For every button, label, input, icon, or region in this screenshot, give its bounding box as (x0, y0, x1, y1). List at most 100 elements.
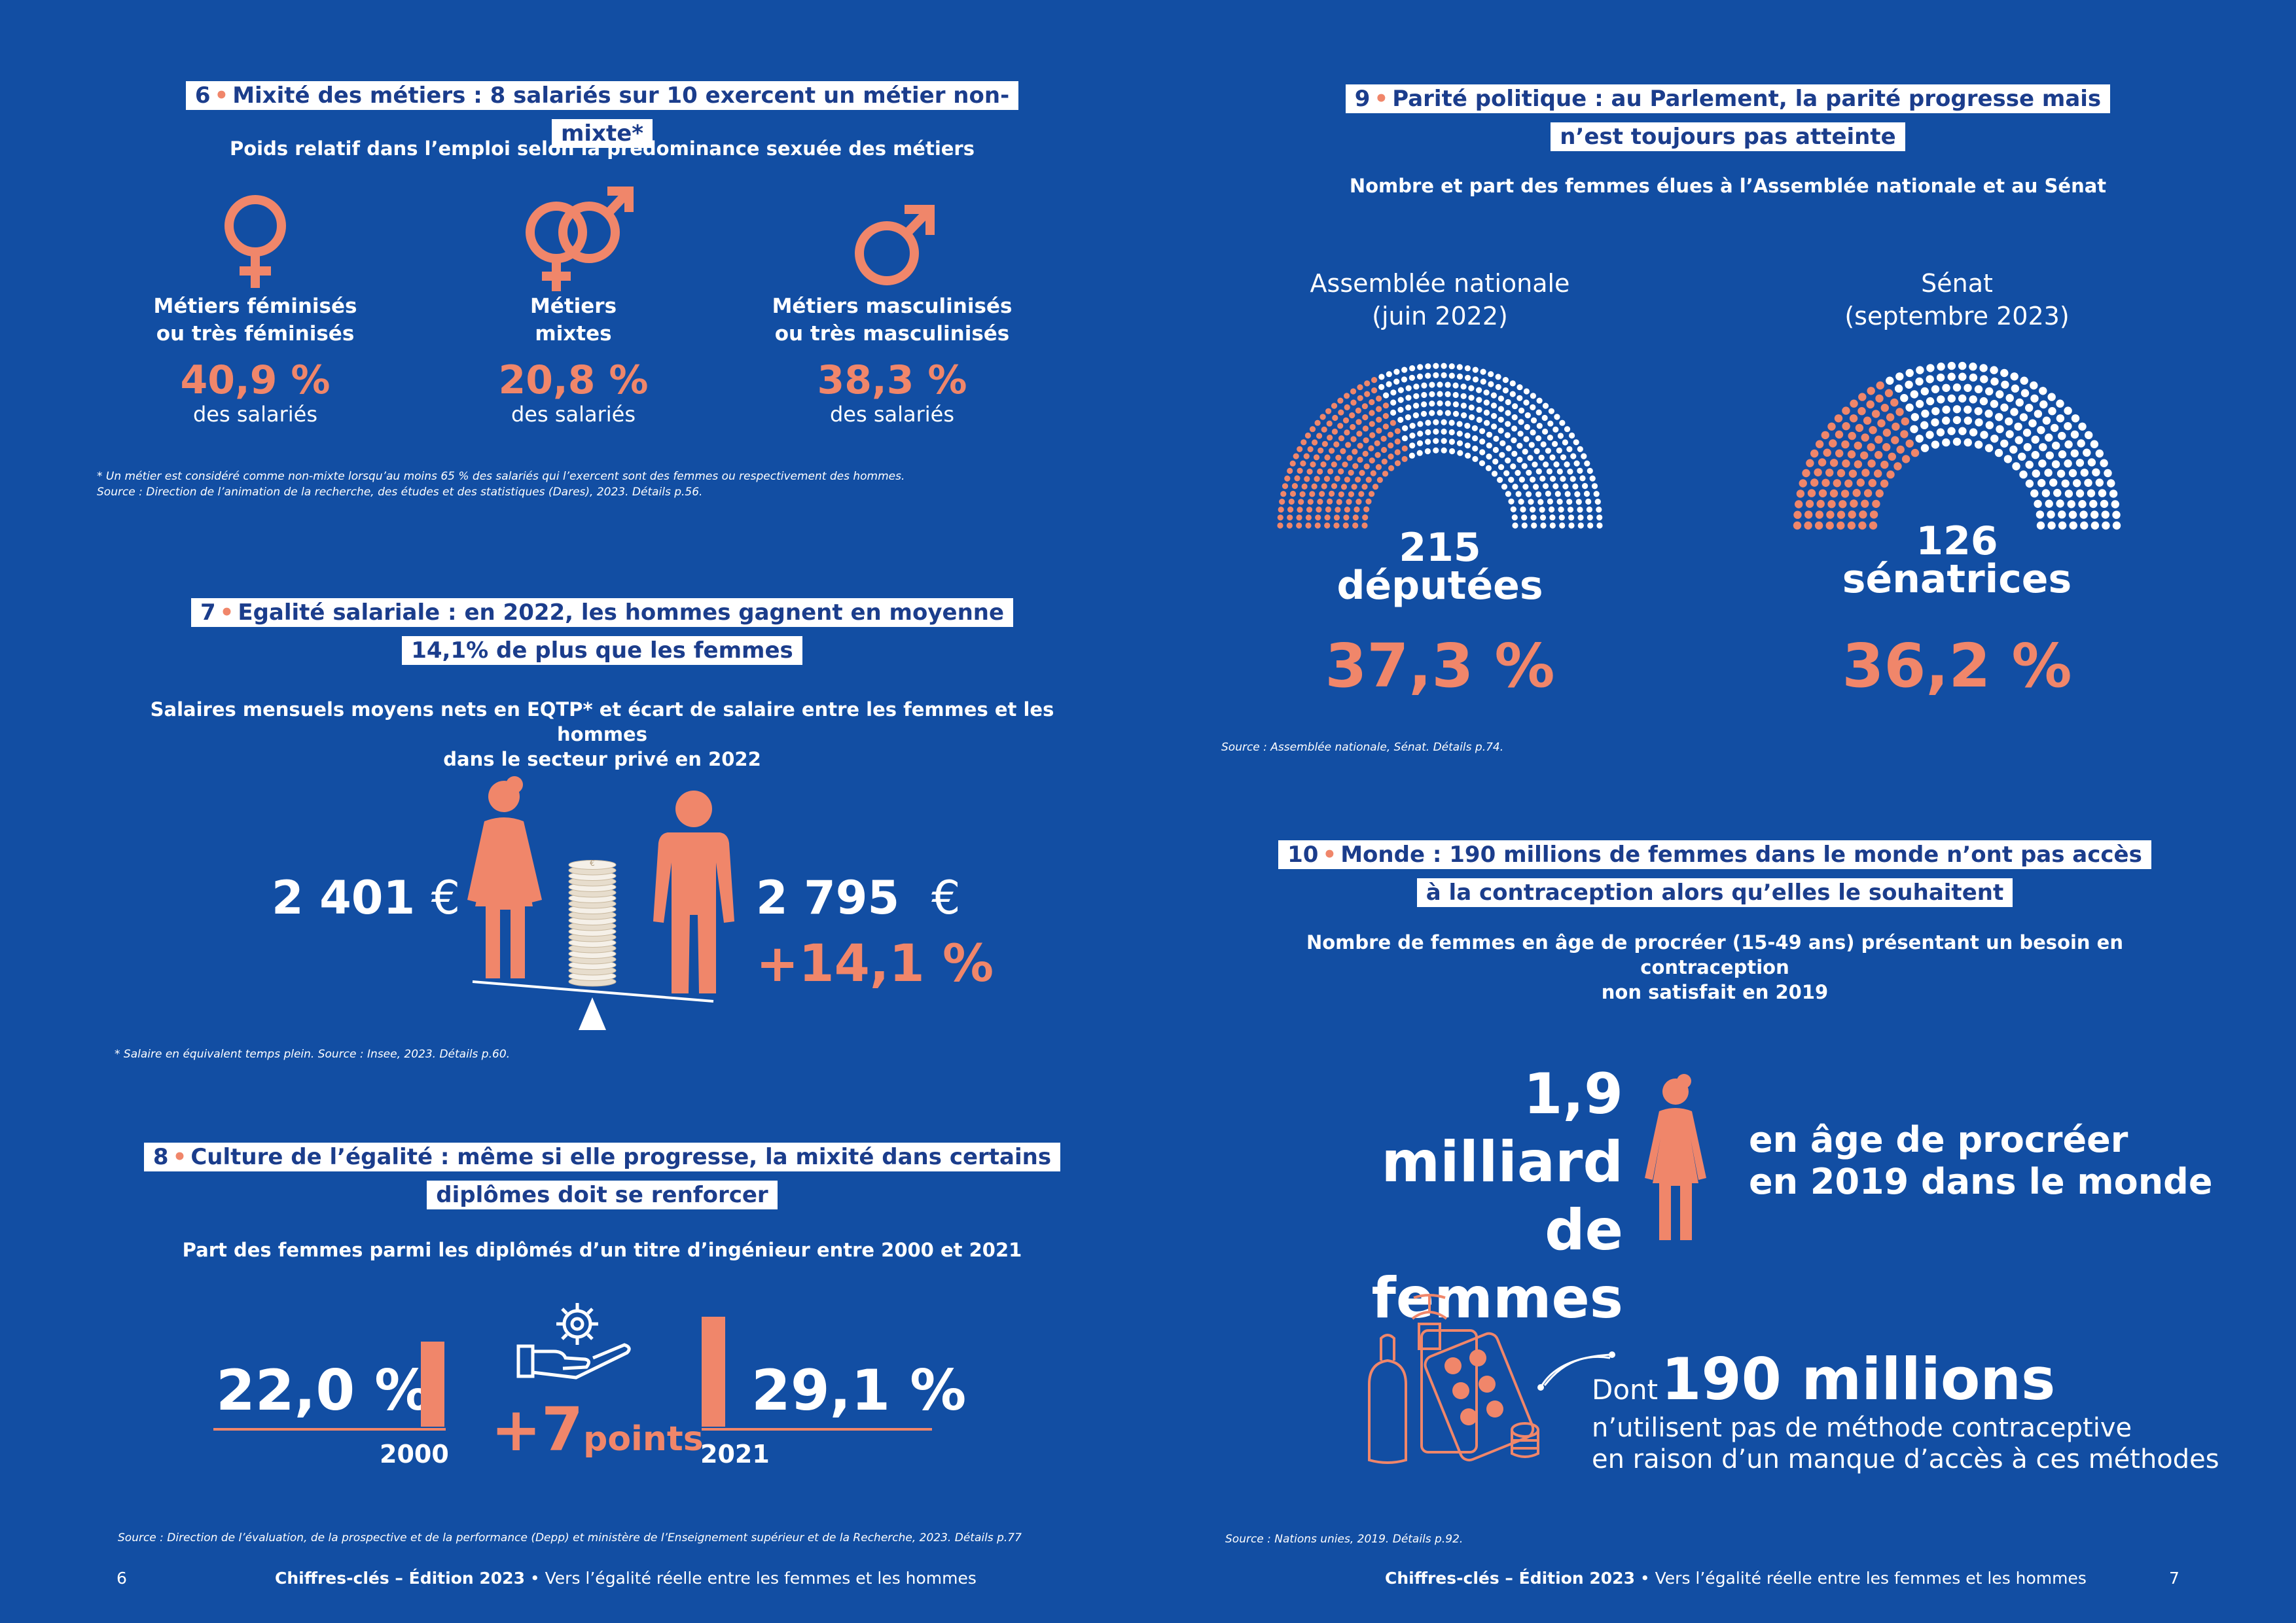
seat-other (1483, 389, 1490, 396)
seat-other (1579, 475, 1586, 482)
seat-other (1521, 514, 1528, 521)
seat-woman (1310, 461, 1316, 468)
seat-other (1530, 404, 1536, 410)
seat-other (1424, 448, 1431, 455)
seat-other (1456, 431, 1463, 437)
seat-other (2052, 441, 2060, 450)
seat-woman (1825, 521, 1834, 530)
seat-other (1548, 408, 1554, 414)
seat-other (1525, 491, 1532, 497)
seat-other (1417, 431, 1424, 437)
seat-other (1433, 447, 1439, 454)
seat-woman (1350, 388, 1357, 395)
seat-woman (1352, 514, 1359, 521)
woman-figure-icon (467, 776, 542, 978)
seat-other (1524, 412, 1531, 419)
seat-other (1393, 368, 1400, 375)
seat-other (1542, 428, 1549, 435)
seat-woman (1896, 445, 1905, 454)
seat-other (1587, 522, 1594, 529)
seat-other (1501, 484, 1508, 490)
seat-woman (1802, 469, 1810, 478)
seat-woman (1361, 403, 1368, 410)
senat-count: 126 sénatrices (1842, 518, 2072, 602)
seat-woman (1342, 522, 1349, 529)
seat-other (1480, 368, 1486, 375)
seat-woman (1344, 429, 1350, 436)
seat-woman (1361, 484, 1368, 490)
seat-other (1518, 407, 1525, 414)
seat-other (1539, 475, 1546, 482)
seat-other (2030, 381, 2038, 390)
seat-other (1505, 399, 1511, 406)
seat-woman (1804, 521, 1812, 530)
seat-other (1383, 392, 1390, 399)
seat-other (2087, 489, 2096, 497)
seat-woman (1810, 478, 1819, 487)
seat-woman (1369, 432, 1376, 438)
seat-woman (1382, 471, 1389, 477)
seat-woman (1900, 430, 1909, 438)
seat-woman (1806, 459, 1814, 467)
seat-other (1518, 499, 1524, 505)
seat-other (1980, 431, 1988, 439)
seat-woman (1352, 463, 1359, 469)
s6-title: 6 • Mixité des métiers : 8 salariés sur 10… (170, 79, 1034, 154)
seat-other (1433, 372, 1439, 378)
seat-other (1581, 453, 1587, 459)
seat-woman (1863, 489, 1873, 497)
seat-other (1534, 448, 1540, 454)
seat-woman (1814, 468, 1822, 476)
seat-other (1421, 401, 1427, 408)
seat-other (1479, 428, 1486, 435)
seat-other (1530, 429, 1536, 436)
seat-woman (1890, 398, 1899, 407)
seat-other (2023, 443, 2032, 452)
seat-other (2050, 423, 2059, 433)
seat-other (1444, 401, 1451, 407)
seat-woman (1333, 514, 1340, 521)
seat-other (1472, 455, 1479, 462)
seat-other (1412, 412, 1419, 419)
seat-other (2056, 469, 2066, 478)
senat-hemicycle (1793, 361, 2121, 530)
seat-other (1952, 405, 1962, 414)
seat-woman (1401, 455, 1408, 462)
seat-other (1386, 381, 1392, 387)
seat-woman (1346, 499, 1352, 505)
seat-other (1584, 460, 1590, 467)
seat-woman (1307, 499, 1314, 505)
men-salary: 2 795 € (756, 871, 961, 925)
seat-other (1596, 507, 1602, 513)
seat-other (1530, 507, 1536, 513)
seat-other (1567, 507, 1574, 513)
seat-other (2100, 499, 2109, 508)
seat-other (1523, 399, 1530, 406)
seat-woman (1371, 387, 1378, 394)
seat-woman (1288, 498, 1295, 505)
seat-other (1416, 440, 1424, 446)
seat-woman (1868, 478, 1876, 488)
seat-woman (1338, 468, 1344, 474)
seat-other (2102, 521, 2110, 530)
seat-other (2090, 440, 2099, 448)
seat-woman (1305, 522, 1312, 529)
seat-woman (1859, 510, 1867, 519)
seat-other (1937, 395, 1945, 404)
seat-woman (1376, 476, 1383, 483)
seat-other (1958, 427, 1967, 435)
seat-other (2019, 470, 2028, 479)
s10-title: 10 • Monde : 190 millions de femmes dans l… (1230, 838, 2199, 914)
seat-woman (1337, 397, 1344, 404)
seat-woman (1359, 470, 1365, 476)
seat-woman (1374, 440, 1380, 446)
seat-woman (1856, 478, 1865, 487)
seat-other (1900, 394, 1909, 402)
seat-other (1472, 435, 1479, 442)
seat-other (1515, 491, 1522, 497)
seat-other (1448, 429, 1455, 436)
seat-other (2032, 469, 2040, 478)
seat-other (2109, 490, 2118, 498)
seat-woman (1362, 514, 1369, 521)
seat-other (2071, 414, 2080, 423)
